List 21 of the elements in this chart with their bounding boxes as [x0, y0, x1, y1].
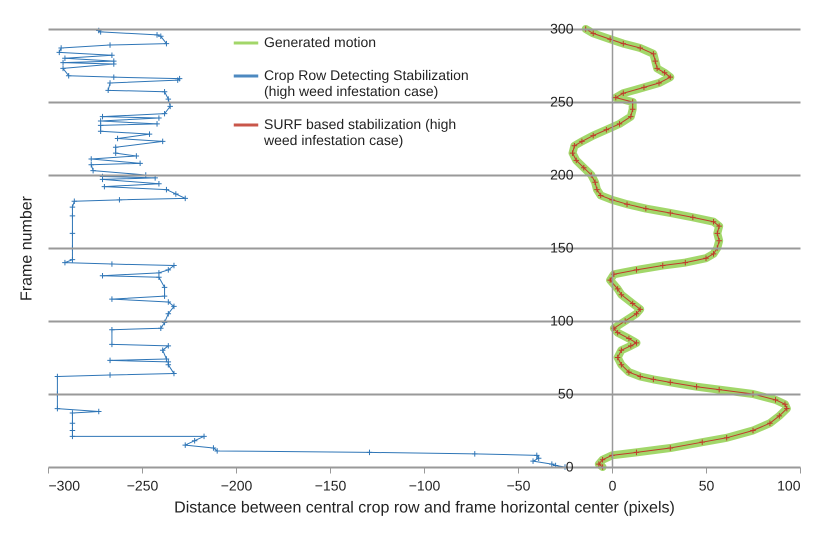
- y-tick-label: 200: [550, 166, 574, 182]
- x-axis-title: Distance between central crop row and frame horizontal center (pixels): [174, 500, 675, 516]
- y-tick-label: 100: [550, 312, 574, 328]
- y-axis-title: Frame number: [18, 195, 36, 301]
- x-tick-label: 50: [698, 478, 714, 494]
- x-tick-label: −150: [314, 478, 346, 494]
- y-tick-label: 0: [566, 458, 574, 474]
- legend-label: SURF based stabilization (high weed infestation case): [263, 116, 456, 148]
- y-tick-label: 50: [558, 386, 574, 402]
- legend-label: Crop Row Detecting Stabilization (high weed infestation case): [264, 67, 469, 99]
- x-tick-label: −50: [506, 478, 531, 494]
- x-tick-label: −300: [48, 478, 80, 494]
- legend-label: Generated motion: [264, 34, 376, 50]
- y-tick-label: 150: [550, 240, 574, 256]
- x-tick-label: −250: [126, 478, 158, 494]
- x-tick-label: 100: [777, 478, 801, 494]
- y-tick-label: 300: [550, 20, 574, 36]
- x-tick-label: −100: [408, 478, 440, 494]
- x-tick-label: −200: [220, 478, 252, 494]
- y-tick-label: 250: [550, 94, 574, 110]
- x-tick-label: 0: [608, 478, 617, 494]
